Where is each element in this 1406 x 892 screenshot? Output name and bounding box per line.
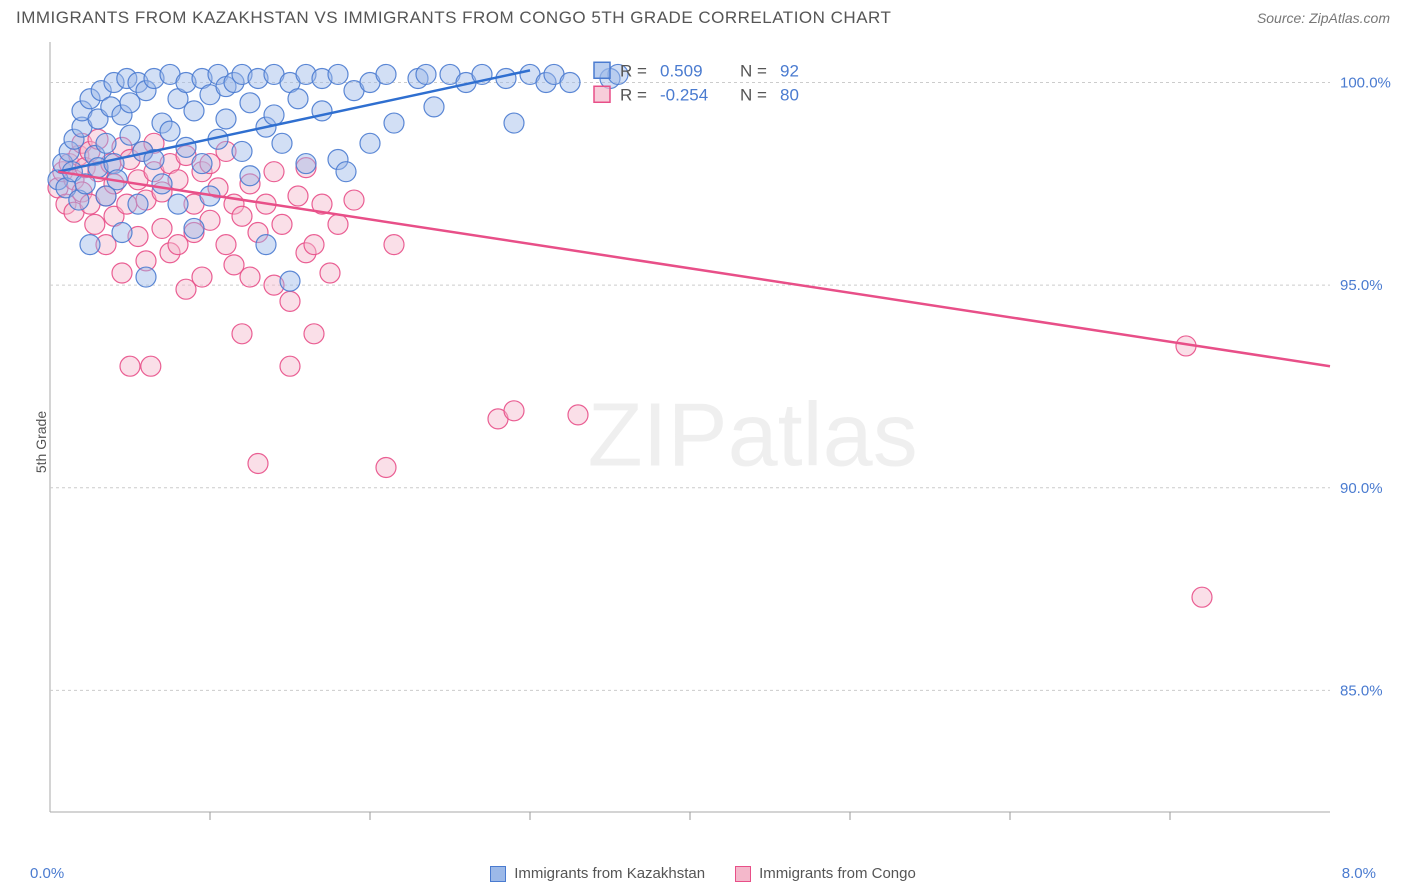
- data-point: [192, 154, 212, 174]
- chart-header: IMMIGRANTS FROM KAZAKHSTAN VS IMMIGRANTS…: [0, 0, 1406, 32]
- legend-swatch: [594, 62, 610, 78]
- data-point: [384, 235, 404, 255]
- data-point: [496, 68, 516, 88]
- data-point: [152, 218, 172, 238]
- data-point: [232, 141, 252, 161]
- data-point: [176, 137, 196, 157]
- data-point: [240, 93, 260, 113]
- data-point: [328, 64, 348, 84]
- data-point: [120, 125, 140, 145]
- data-point: [136, 267, 156, 287]
- data-point: [80, 235, 100, 255]
- data-point: [320, 263, 340, 283]
- data-point: [264, 105, 284, 125]
- data-point: [192, 267, 212, 287]
- data-point: [112, 222, 132, 242]
- data-point: [112, 263, 132, 283]
- data-point: [424, 97, 444, 117]
- data-point: [85, 214, 105, 234]
- data-point: [360, 133, 380, 153]
- data-point: [184, 218, 204, 238]
- stat-n-label: N =: [740, 85, 767, 104]
- y-tick-label: 90.0%: [1340, 480, 1383, 497]
- legend-item: Immigrants from Kazakhstan: [490, 865, 705, 882]
- chart-footer: 0.0% Immigrants from KazakhstanImmigrant…: [0, 865, 1406, 882]
- data-point: [160, 121, 180, 141]
- data-point: [304, 235, 324, 255]
- y-tick-label: 95.0%: [1340, 277, 1383, 294]
- legend-swatch: [490, 866, 506, 882]
- data-point: [184, 101, 204, 121]
- data-point: [248, 453, 268, 473]
- x-axis-min-label: 0.0%: [30, 865, 64, 882]
- data-point: [568, 405, 588, 425]
- data-point: [232, 324, 252, 344]
- data-point: [256, 235, 276, 255]
- stat-r-label: R =: [620, 61, 647, 80]
- data-point: [264, 162, 284, 182]
- chart-source: Source: ZipAtlas.com: [1257, 10, 1390, 26]
- data-point: [240, 166, 260, 186]
- data-point: [1192, 587, 1212, 607]
- data-point: [152, 174, 172, 194]
- stat-r-value: -0.254: [660, 85, 708, 104]
- y-tick-label: 100.0%: [1340, 75, 1391, 92]
- data-point: [504, 113, 524, 133]
- data-point: [128, 194, 148, 214]
- data-point: [288, 89, 308, 109]
- data-point: [232, 206, 252, 226]
- data-point: [280, 291, 300, 311]
- watermark: ZIPatlas: [588, 386, 918, 486]
- legend-label: Immigrants from Kazakhstan: [514, 865, 705, 882]
- data-point: [328, 214, 348, 234]
- data-point: [304, 324, 324, 344]
- data-point: [296, 154, 316, 174]
- data-point: [384, 113, 404, 133]
- chart-title: IMMIGRANTS FROM KAZAKHSTAN VS IMMIGRANTS…: [16, 8, 891, 28]
- data-point: [336, 162, 356, 182]
- data-point: [141, 356, 161, 376]
- data-point: [96, 133, 116, 153]
- data-point: [344, 190, 364, 210]
- data-point: [216, 235, 236, 255]
- y-tick-label: 85.0%: [1340, 682, 1383, 699]
- data-point: [416, 64, 436, 84]
- data-point: [280, 356, 300, 376]
- data-point: [560, 73, 580, 93]
- stat-r-value: 0.509: [660, 61, 703, 80]
- data-point: [168, 194, 188, 214]
- x-axis-max-label: 8.0%: [1342, 865, 1376, 882]
- footer-legend: Immigrants from Kazakhstan Immigrants fro…: [490, 865, 916, 882]
- legend-swatch: [594, 86, 610, 102]
- data-point: [312, 101, 332, 121]
- data-point: [272, 133, 292, 153]
- stat-n-label: N =: [740, 61, 767, 80]
- scatter-plot: 85.0% 90.0% 95.0% 100.0% ZIPatlas R = 0.509 N =…: [0, 32, 1406, 852]
- data-point: [216, 109, 236, 129]
- data-point: [288, 186, 308, 206]
- legend-item: Immigrants from Congo: [735, 865, 916, 882]
- data-point: [376, 458, 396, 478]
- stat-r-label: R =: [620, 85, 647, 104]
- data-point: [272, 214, 292, 234]
- data-point: [280, 271, 300, 291]
- chart-area: 5th Grade 85.0% 90.0% 95.0% 100.0% ZIPatlas R…: [0, 32, 1406, 852]
- stat-n-value: 92: [780, 61, 799, 80]
- data-point: [240, 267, 260, 287]
- stat-n-value: 80: [780, 85, 799, 104]
- data-point: [120, 356, 140, 376]
- y-axis-label: 5th Grade: [33, 411, 49, 473]
- data-point: [504, 401, 524, 421]
- legend-swatch: [735, 866, 751, 882]
- legend-label: Immigrants from Congo: [759, 865, 916, 882]
- data-point: [376, 64, 396, 84]
